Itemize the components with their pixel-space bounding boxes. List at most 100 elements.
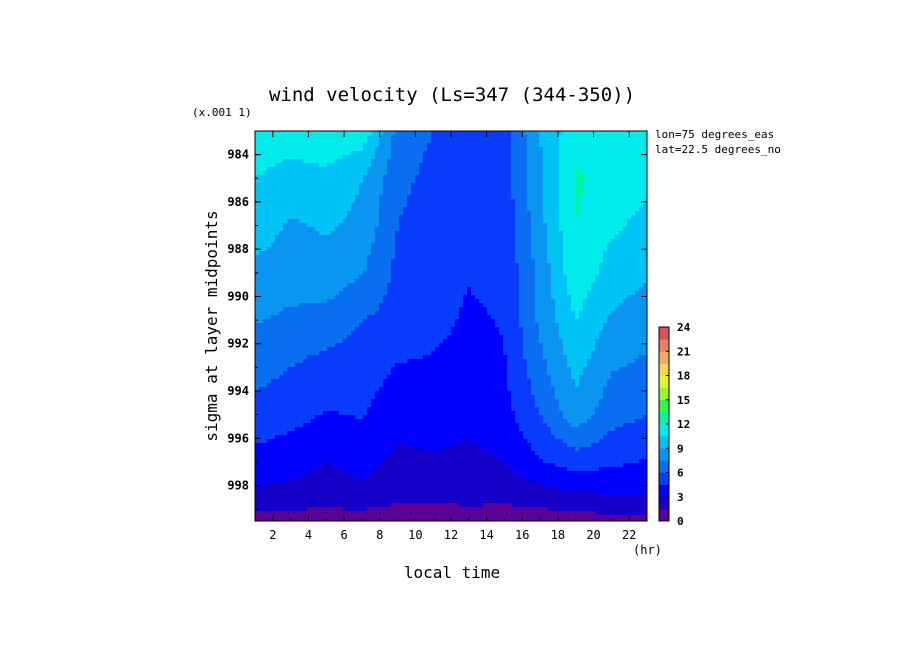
contour-band-cell xyxy=(391,259,516,264)
contour-band-cell xyxy=(331,463,380,468)
contour-band-cell xyxy=(255,135,368,140)
contour-band-cell xyxy=(515,231,532,236)
contour-band-cell xyxy=(255,451,392,456)
contour-band-cell xyxy=(603,395,648,400)
contour-band-cell xyxy=(431,131,512,136)
contour-band-cell xyxy=(511,135,528,140)
contour-band-cell xyxy=(531,211,544,216)
contour-band-cell xyxy=(559,171,576,176)
contour-band-cell xyxy=(587,359,636,364)
contour-band-cell xyxy=(431,135,512,140)
contour-band-cell xyxy=(275,235,376,240)
contour-band-cell xyxy=(255,207,352,212)
contour-band-cell xyxy=(495,323,520,328)
contour-band-cell xyxy=(559,331,600,336)
contour-band-cell xyxy=(607,243,648,248)
contour-band-cell xyxy=(391,135,432,140)
contour-band-cell xyxy=(631,215,648,220)
contour-band-cell xyxy=(575,447,580,452)
colorbar-swatch xyxy=(659,424,669,437)
contour-band-cell xyxy=(515,203,528,208)
contour-band-cell xyxy=(527,163,544,168)
contour-band-cell xyxy=(383,379,508,384)
contour-band-cell xyxy=(559,199,576,204)
contour-band-cell xyxy=(255,379,272,384)
contour-band-cell xyxy=(559,191,576,196)
contour-band-cell xyxy=(447,335,504,340)
contour-band-cell xyxy=(415,179,512,184)
contour-band-cell xyxy=(523,131,540,136)
contour-band-cell xyxy=(255,275,360,280)
contour-band-cell xyxy=(323,463,332,468)
contour-band-cell xyxy=(255,471,308,476)
contour-band-cell xyxy=(259,251,372,256)
contour-band-cell xyxy=(555,319,608,324)
contour-band-cell xyxy=(603,259,648,264)
contour-band-cell xyxy=(543,215,560,220)
contour-band-cell xyxy=(375,235,396,240)
contour-band-cell xyxy=(535,403,560,408)
contour-band-cell xyxy=(355,327,452,332)
contour-band-cell xyxy=(551,383,576,388)
contour-band-cell xyxy=(543,159,560,164)
contour-band-cell xyxy=(363,319,456,324)
contour-band-cell xyxy=(255,343,336,348)
contour-band-cell xyxy=(371,243,396,248)
colorbar-swatch xyxy=(659,472,669,485)
contour-band-cell xyxy=(555,387,604,392)
contour-band-cell xyxy=(535,399,560,404)
x-tick-label: 12 xyxy=(444,528,458,542)
contour-band-cell xyxy=(563,263,600,268)
y-tick-label: 986 xyxy=(227,195,249,209)
contour-band-cell xyxy=(275,163,320,168)
contour-band-cell xyxy=(563,131,648,136)
contour-band-cell xyxy=(559,143,648,148)
contour-band-cell xyxy=(319,231,332,236)
contour-band-cell xyxy=(555,307,572,312)
contour-band-cell xyxy=(519,275,536,280)
contour-band-cell xyxy=(607,315,648,320)
contour-band-cell xyxy=(535,275,552,280)
contour-band-cell xyxy=(603,435,648,440)
contour-band-cell xyxy=(515,235,532,240)
contour-band-cell xyxy=(543,187,560,192)
contour-band-cell xyxy=(579,383,608,388)
contour-band-cell xyxy=(455,443,480,448)
contour-band-cell xyxy=(519,263,536,268)
contour-band-cell xyxy=(283,227,316,232)
contour-band-cell xyxy=(511,159,528,164)
contour-band-cell xyxy=(599,439,648,444)
contour-band-cell xyxy=(531,391,556,396)
contour-band-cell xyxy=(551,267,564,272)
contour-band-cell xyxy=(503,339,524,344)
contour-band-cell xyxy=(543,151,560,156)
contour-band-cell xyxy=(515,415,544,420)
contour-band-cell xyxy=(379,143,392,148)
y-scale-label: (x.001 1) xyxy=(192,106,252,119)
contour-band-cell xyxy=(623,423,648,428)
contour-band-cell xyxy=(395,231,516,236)
contour-band-cell xyxy=(283,371,392,376)
x-tick-label: 22 xyxy=(622,528,636,542)
contour-band-cell xyxy=(607,383,648,388)
contour-band-cell xyxy=(283,223,308,228)
contour-band-cell xyxy=(575,167,580,172)
contour-band-cell xyxy=(255,483,268,488)
contour-band-cell xyxy=(255,327,356,332)
contour-band-cell xyxy=(639,287,648,292)
contour-band-cell xyxy=(519,295,536,300)
contour-band-cell xyxy=(359,191,384,196)
contour-band-cell xyxy=(383,131,396,136)
contour-band-cell xyxy=(523,355,544,360)
contour-band-cell xyxy=(367,407,512,412)
contour-band-cell xyxy=(255,167,268,172)
contour-band-cell xyxy=(527,155,544,160)
contour-band-cell xyxy=(547,223,560,228)
contour-band-cell xyxy=(579,379,608,384)
contour-band-cell xyxy=(511,143,528,148)
contour-band-cell xyxy=(375,391,512,396)
contour-band-cell xyxy=(519,279,536,284)
contour-band-cell xyxy=(399,219,516,224)
contour-band-cell xyxy=(527,151,544,156)
contour-band-cell xyxy=(523,335,540,340)
